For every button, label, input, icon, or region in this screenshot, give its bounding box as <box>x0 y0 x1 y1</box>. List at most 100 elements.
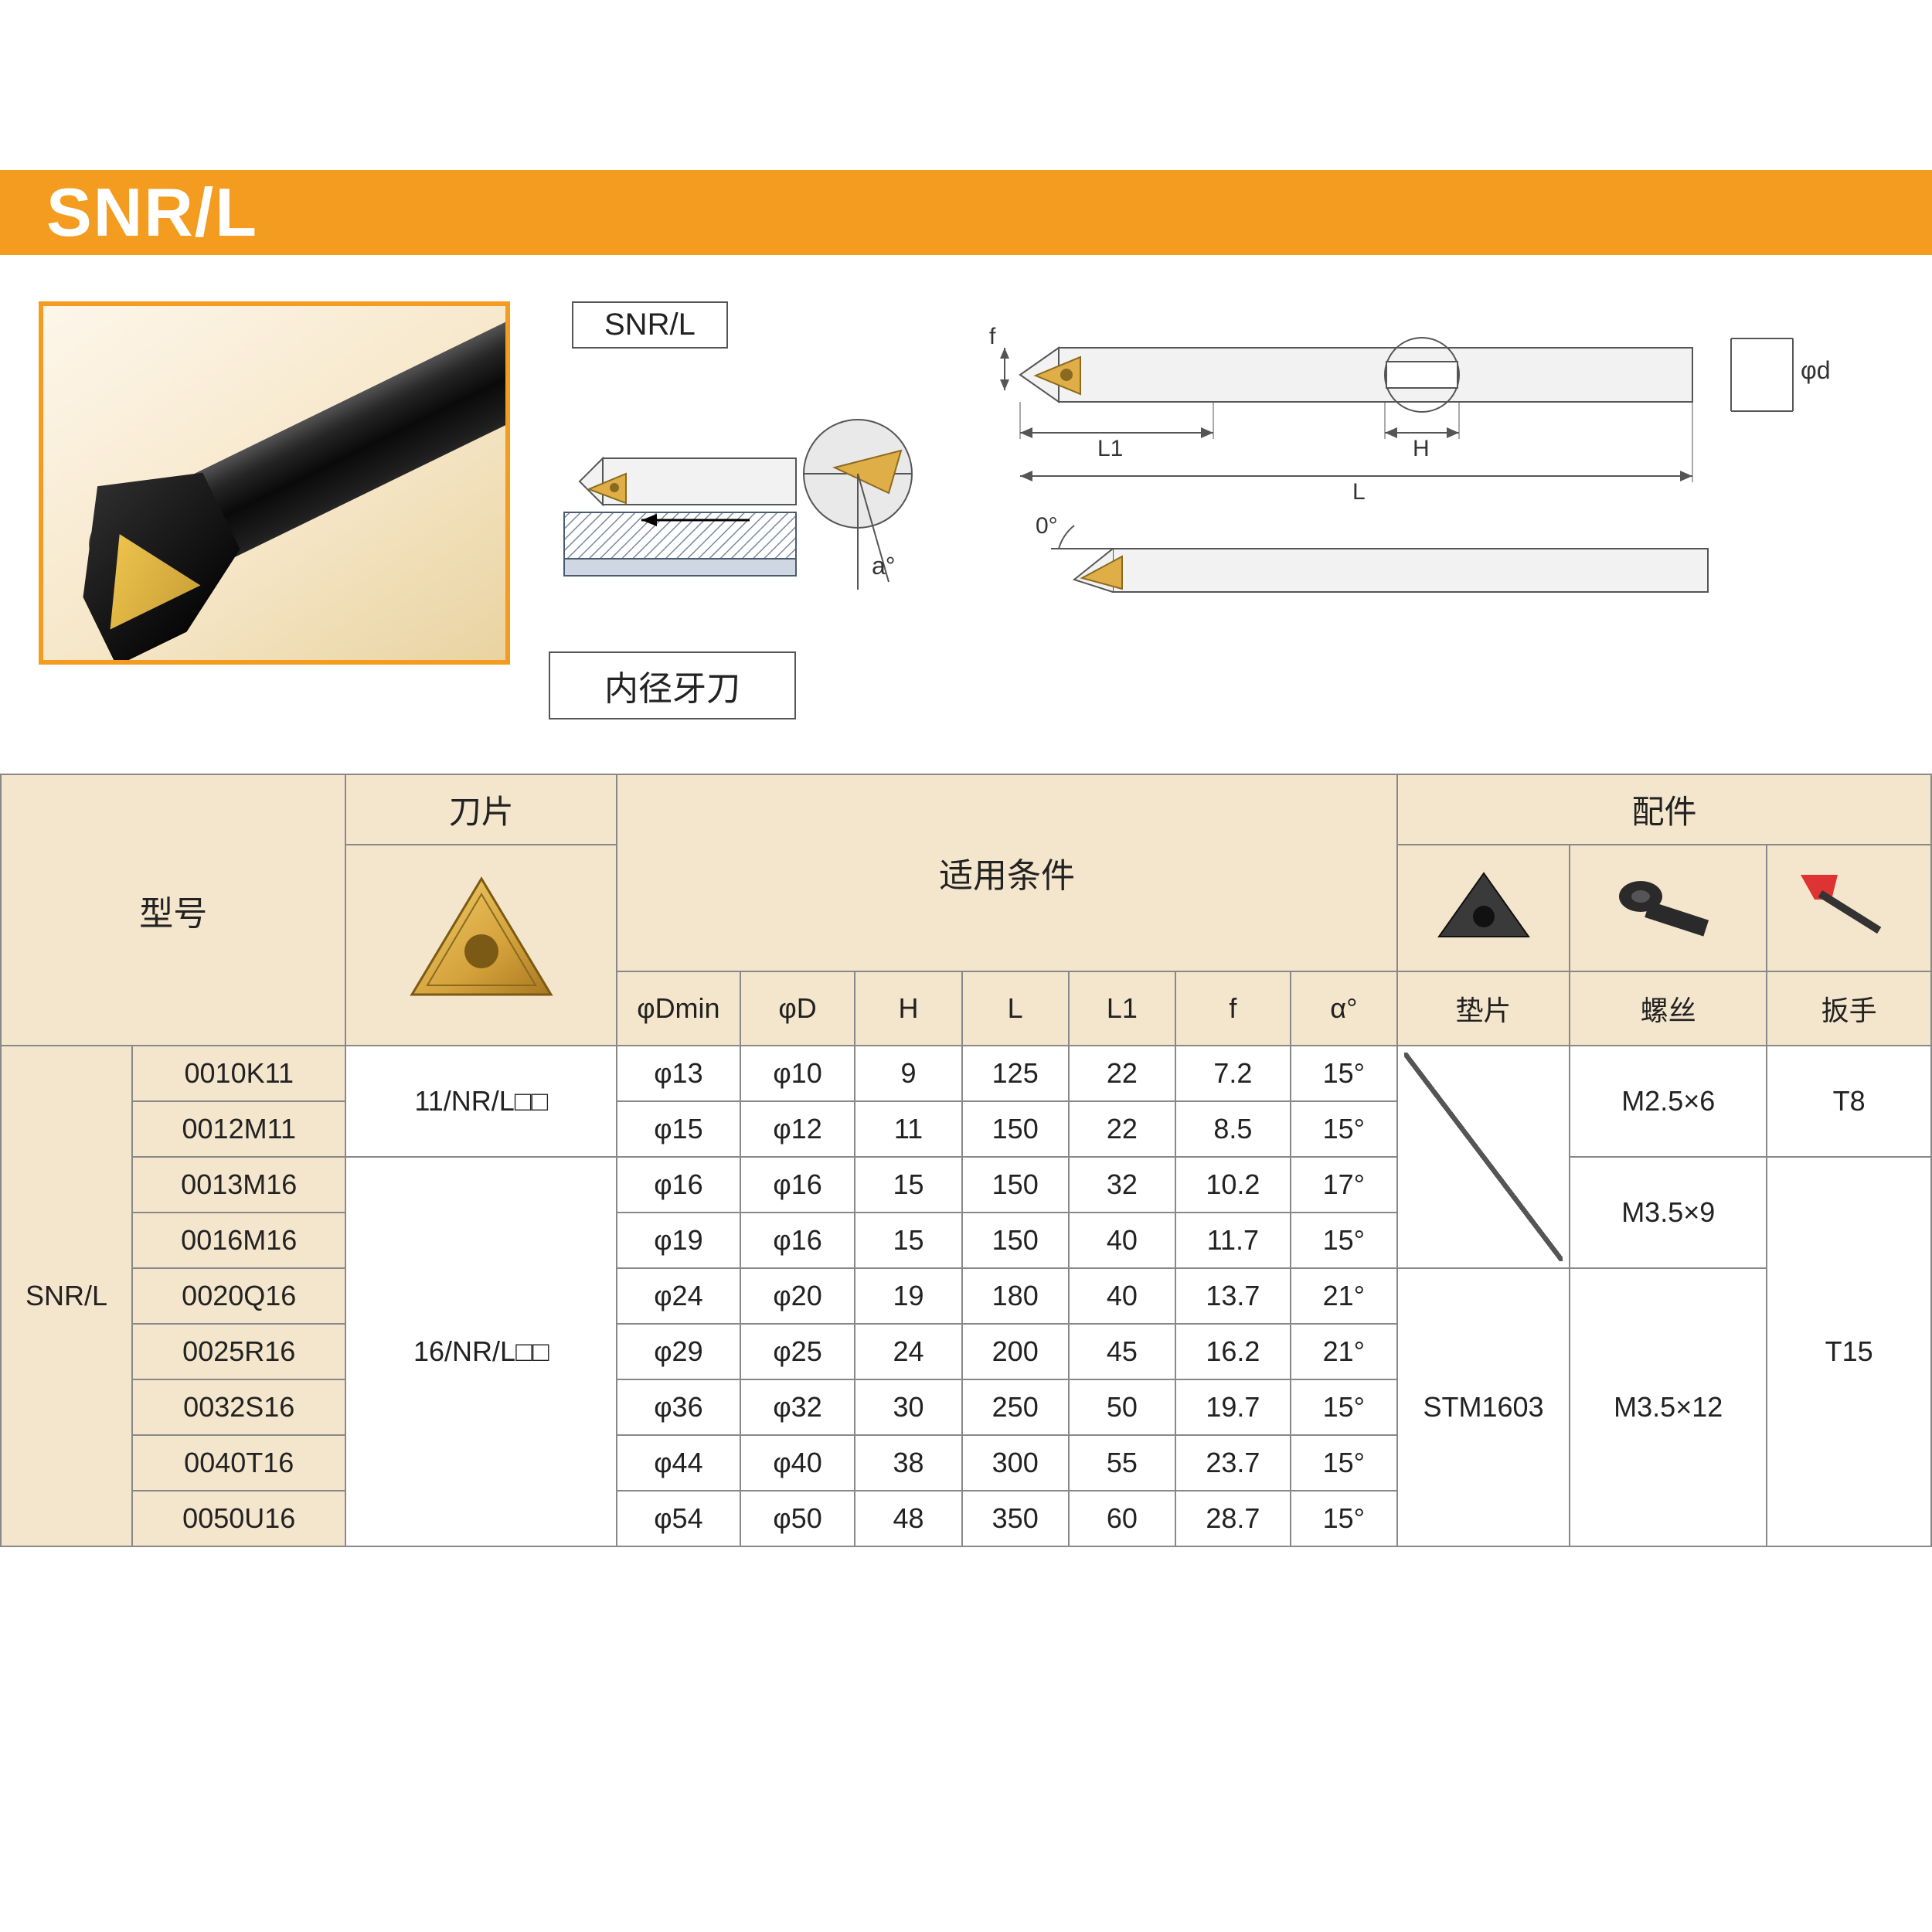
sub-a: α° <box>1291 971 1397 1046</box>
val: 55 <box>1069 1435 1175 1491</box>
val: 15° <box>1291 1379 1397 1435</box>
val: φ40 <box>740 1435 855 1491</box>
val: 22 <box>1069 1046 1175 1101</box>
svg-text:f: f <box>989 324 996 349</box>
val: φ32 <box>740 1379 855 1435</box>
val: φ16 <box>617 1157 740 1213</box>
val: 150 <box>962 1157 1069 1213</box>
val: 45 <box>1069 1324 1175 1379</box>
val: φ16 <box>740 1157 855 1213</box>
val: 9 <box>855 1046 961 1101</box>
val: 11.7 <box>1175 1213 1291 1268</box>
val: φ36 <box>617 1379 740 1435</box>
val: φ15 <box>617 1101 740 1157</box>
spec-table: 型号 刀片 适用条件 配件 <box>0 774 1932 1547</box>
val: 15° <box>1291 1491 1397 1546</box>
val: φ54 <box>617 1491 740 1546</box>
val: 28.7 <box>1175 1491 1291 1546</box>
val: 23.7 <box>1175 1435 1291 1491</box>
val: 15° <box>1291 1046 1397 1101</box>
val: 300 <box>962 1435 1069 1491</box>
val: φ12 <box>740 1101 855 1157</box>
col-model: 型号 <box>1 774 345 1046</box>
wrench-cell: T8 <box>1767 1046 1931 1157</box>
val: 150 <box>962 1101 1069 1157</box>
shim-image <box>1397 845 1570 971</box>
val: 7.2 <box>1175 1046 1291 1101</box>
model-cell: 0032S16 <box>132 1379 345 1435</box>
sub-l1: L1 <box>1069 971 1175 1046</box>
val: 24 <box>855 1324 961 1379</box>
screw-cell: M3.5×9 <box>1570 1157 1767 1268</box>
upper-panel: SNR/L <box>0 301 1932 774</box>
model-cell: 0010K11 <box>132 1046 345 1101</box>
sub-f: f <box>1175 971 1291 1046</box>
val: φ24 <box>617 1268 740 1324</box>
val: 21° <box>1291 1268 1397 1324</box>
insert-code-cell: 11/NR/L□□ <box>345 1046 617 1157</box>
col-accessories: 配件 <box>1397 774 1931 845</box>
val: 48 <box>855 1491 961 1546</box>
val: 40 <box>1069 1268 1175 1324</box>
screw-cell: M3.5×12 <box>1570 1268 1767 1546</box>
val: φ19 <box>617 1213 740 1268</box>
val: 15 <box>855 1157 961 1213</box>
svg-text:0°: 0° <box>1036 513 1058 539</box>
val: 10.2 <box>1175 1157 1291 1213</box>
val: φ16 <box>740 1213 855 1268</box>
shim-empty <box>1397 1046 1570 1268</box>
val: 17° <box>1291 1157 1397 1213</box>
val: 15° <box>1291 1435 1397 1491</box>
val: φ10 <box>740 1046 855 1101</box>
val: 15° <box>1291 1213 1397 1268</box>
screw-image <box>1570 845 1767 971</box>
val: φ25 <box>740 1324 855 1379</box>
val: φ13 <box>617 1046 740 1101</box>
val: 22 <box>1069 1101 1175 1157</box>
diagram-caption: 内径牙刀 <box>549 651 796 719</box>
svg-text:L1: L1 <box>1097 436 1123 461</box>
shim-cell: STM1603 <box>1397 1268 1570 1546</box>
table-header-row: 型号 刀片 适用条件 配件 <box>1 774 1931 845</box>
val: 50 <box>1069 1379 1175 1435</box>
series-cell: SNR/L <box>1 1046 132 1546</box>
page: SNR/L SNR/L <box>0 0 1932 1932</box>
product-photo <box>39 301 510 665</box>
model-cell: 0025R16 <box>132 1324 345 1379</box>
spec-table-wrap: 型号 刀片 适用条件 配件 <box>0 774 1932 1547</box>
table-row: 0020Q16 φ24 φ20 19 180 40 13.7 21° STM16… <box>1 1268 1931 1324</box>
val: 125 <box>962 1046 1069 1101</box>
diagram-group: SNR/L <box>549 301 1893 719</box>
val: 200 <box>962 1324 1069 1379</box>
val: 15° <box>1291 1101 1397 1157</box>
val: 19 <box>855 1268 961 1324</box>
model-cell: 0016M16 <box>132 1213 345 1268</box>
wrench-image <box>1767 845 1931 971</box>
val: 21° <box>1291 1324 1397 1379</box>
title-text: SNR/L <box>46 173 258 252</box>
svg-text:H: H <box>1413 436 1430 461</box>
model-cell: 0040T16 <box>132 1435 345 1491</box>
model-cell: 0020Q16 <box>132 1268 345 1324</box>
diagram-cutting: SNR/L <box>549 301 951 719</box>
sub-d: φD <box>740 971 855 1046</box>
val: φ29 <box>617 1324 740 1379</box>
screw-cell: M2.5×6 <box>1570 1046 1767 1157</box>
table-row: SNR/L 0010K11 11/NR/L□□ φ13 φ10 9 125 22… <box>1 1046 1931 1101</box>
diagram-dimensions: φd f L1 <box>989 301 1839 641</box>
sub-l: L <box>962 971 1069 1046</box>
model-cell: 0050U16 <box>132 1491 345 1546</box>
model-cell: 0013M16 <box>132 1157 345 1213</box>
sub-shim: 垫片 <box>1397 971 1570 1046</box>
sub-dmin: φDmin <box>617 971 740 1046</box>
svg-text:φd: φd <box>1801 356 1831 384</box>
val: 11 <box>855 1101 961 1157</box>
title-bar: SNR/L <box>0 170 1932 255</box>
val: 32 <box>1069 1157 1175 1213</box>
val: 30 <box>855 1379 961 1435</box>
sub-wrench: 扳手 <box>1767 971 1931 1046</box>
val: φ50 <box>740 1491 855 1546</box>
sub-h: H <box>855 971 961 1046</box>
val: 350 <box>962 1491 1069 1546</box>
insert-code-cell: 16/NR/L□□ <box>345 1157 617 1546</box>
